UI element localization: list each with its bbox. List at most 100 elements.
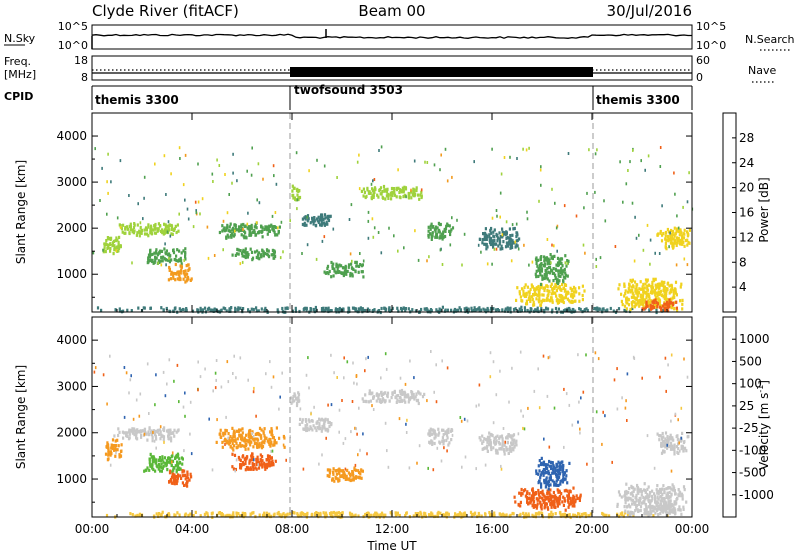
scatter-cell [248, 429, 251, 433]
scatter-cell [316, 219, 319, 223]
scatter-cell [680, 282, 683, 286]
scatter-cell [410, 392, 413, 396]
scatter-cell [338, 471, 341, 475]
scatter-cell [173, 466, 176, 470]
scatter-cell [460, 419, 463, 423]
scatter-cell [568, 461, 571, 465]
scatter-cell [113, 246, 116, 250]
scatter-cell [501, 308, 504, 312]
scatter-cell [157, 227, 160, 231]
scatter-cell [357, 514, 360, 518]
scatter-cell [257, 431, 260, 436]
scatter-cell [272, 164, 275, 168]
scatter-cell [362, 187, 365, 191]
scatter-cell [388, 399, 391, 403]
scatter-cell [503, 443, 506, 447]
scatter-cell [227, 440, 230, 444]
scatter-cell [571, 423, 574, 427]
scatter-cell [673, 489, 676, 493]
scatter-cell [319, 426, 322, 430]
cpid-label: CPID [4, 90, 33, 103]
scatter-cell [524, 512, 527, 516]
scatter-cell [625, 496, 628, 500]
scatter-cell [194, 510, 197, 514]
scatter-cell [526, 217, 529, 221]
scatter-cell [661, 304, 665, 308]
scatter-cell [489, 513, 492, 518]
scatter-cell [152, 514, 156, 518]
scatter-cell [339, 474, 342, 479]
scatter-cell [532, 500, 536, 504]
scatter-cell [297, 392, 301, 397]
scatter-cell [265, 372, 267, 376]
scatter-cell [508, 445, 512, 449]
scatter-cell [303, 221, 306, 225]
scatter-cell [553, 502, 556, 506]
scatter-cell [163, 440, 165, 444]
scatter-cell [119, 159, 122, 163]
scatter-cell [232, 448, 235, 452]
scatter-cell [168, 260, 171, 264]
scatter-cell [682, 232, 685, 236]
scatter-cell [170, 272, 173, 276]
scatter-cell [349, 512, 352, 516]
scatter-cell [557, 269, 560, 273]
scatter-cell [168, 265, 171, 270]
scatter-cell [246, 439, 249, 443]
scatter-cell [231, 442, 234, 446]
scatter-cell [551, 467, 555, 471]
scatter-cell [668, 511, 671, 515]
scatter-cell [654, 277, 657, 281]
scatter-cell [161, 510, 164, 514]
scatter-cell [636, 486, 639, 490]
scatter-cell [165, 193, 167, 196]
scatter-cell [561, 272, 564, 276]
scatter-cell [560, 266, 563, 271]
scatter-cell [439, 441, 442, 445]
scatter-cell [255, 414, 257, 418]
scatter-cell [481, 241, 484, 245]
scatter-cell [301, 252, 303, 255]
scatter-cell [228, 442, 231, 446]
scatter-cell [625, 492, 628, 496]
scatter-cell [177, 229, 180, 233]
scatter-cell [654, 304, 657, 308]
scatter-cell [634, 215, 636, 219]
scatter-cell [264, 251, 267, 256]
scatter-cell [109, 246, 112, 251]
scatter-cell [420, 512, 423, 516]
scatter-cell [176, 223, 179, 227]
scatter-cell [579, 431, 581, 435]
scatter-cell [415, 399, 418, 403]
scatter-cell [556, 473, 559, 478]
scatter-cell [664, 302, 667, 306]
scatter-cell [263, 461, 266, 465]
scatter-cell [571, 293, 574, 297]
scatter-cell [543, 272, 546, 276]
scatter-cell [355, 468, 358, 472]
scatter-cell [478, 309, 481, 313]
scatter-cell [148, 427, 151, 431]
scatter-cell [637, 488, 640, 492]
scatter-cell [664, 234, 667, 238]
scatter-cell [477, 307, 480, 311]
scatter-cell [163, 247, 166, 251]
scatter-cell [223, 226, 226, 230]
scatter-cell [170, 475, 174, 479]
scatter-cell [626, 419, 628, 422]
scatter-cell [677, 442, 680, 446]
scatter-cell [306, 215, 308, 219]
scatter-cell [375, 399, 378, 403]
scatter-cell [486, 262, 489, 266]
scatter-cell [539, 168, 542, 172]
scatter-cell [317, 220, 320, 225]
scatter-cell [553, 480, 556, 484]
scatter-cell [249, 440, 252, 444]
scatter-cell [337, 511, 340, 515]
scatter-cell [626, 504, 629, 509]
scatter-cell [657, 492, 660, 496]
scatter-cell [396, 306, 399, 310]
scatter-cell [546, 394, 549, 398]
scatter-cell [306, 426, 309, 430]
scatter-cell [357, 469, 360, 473]
